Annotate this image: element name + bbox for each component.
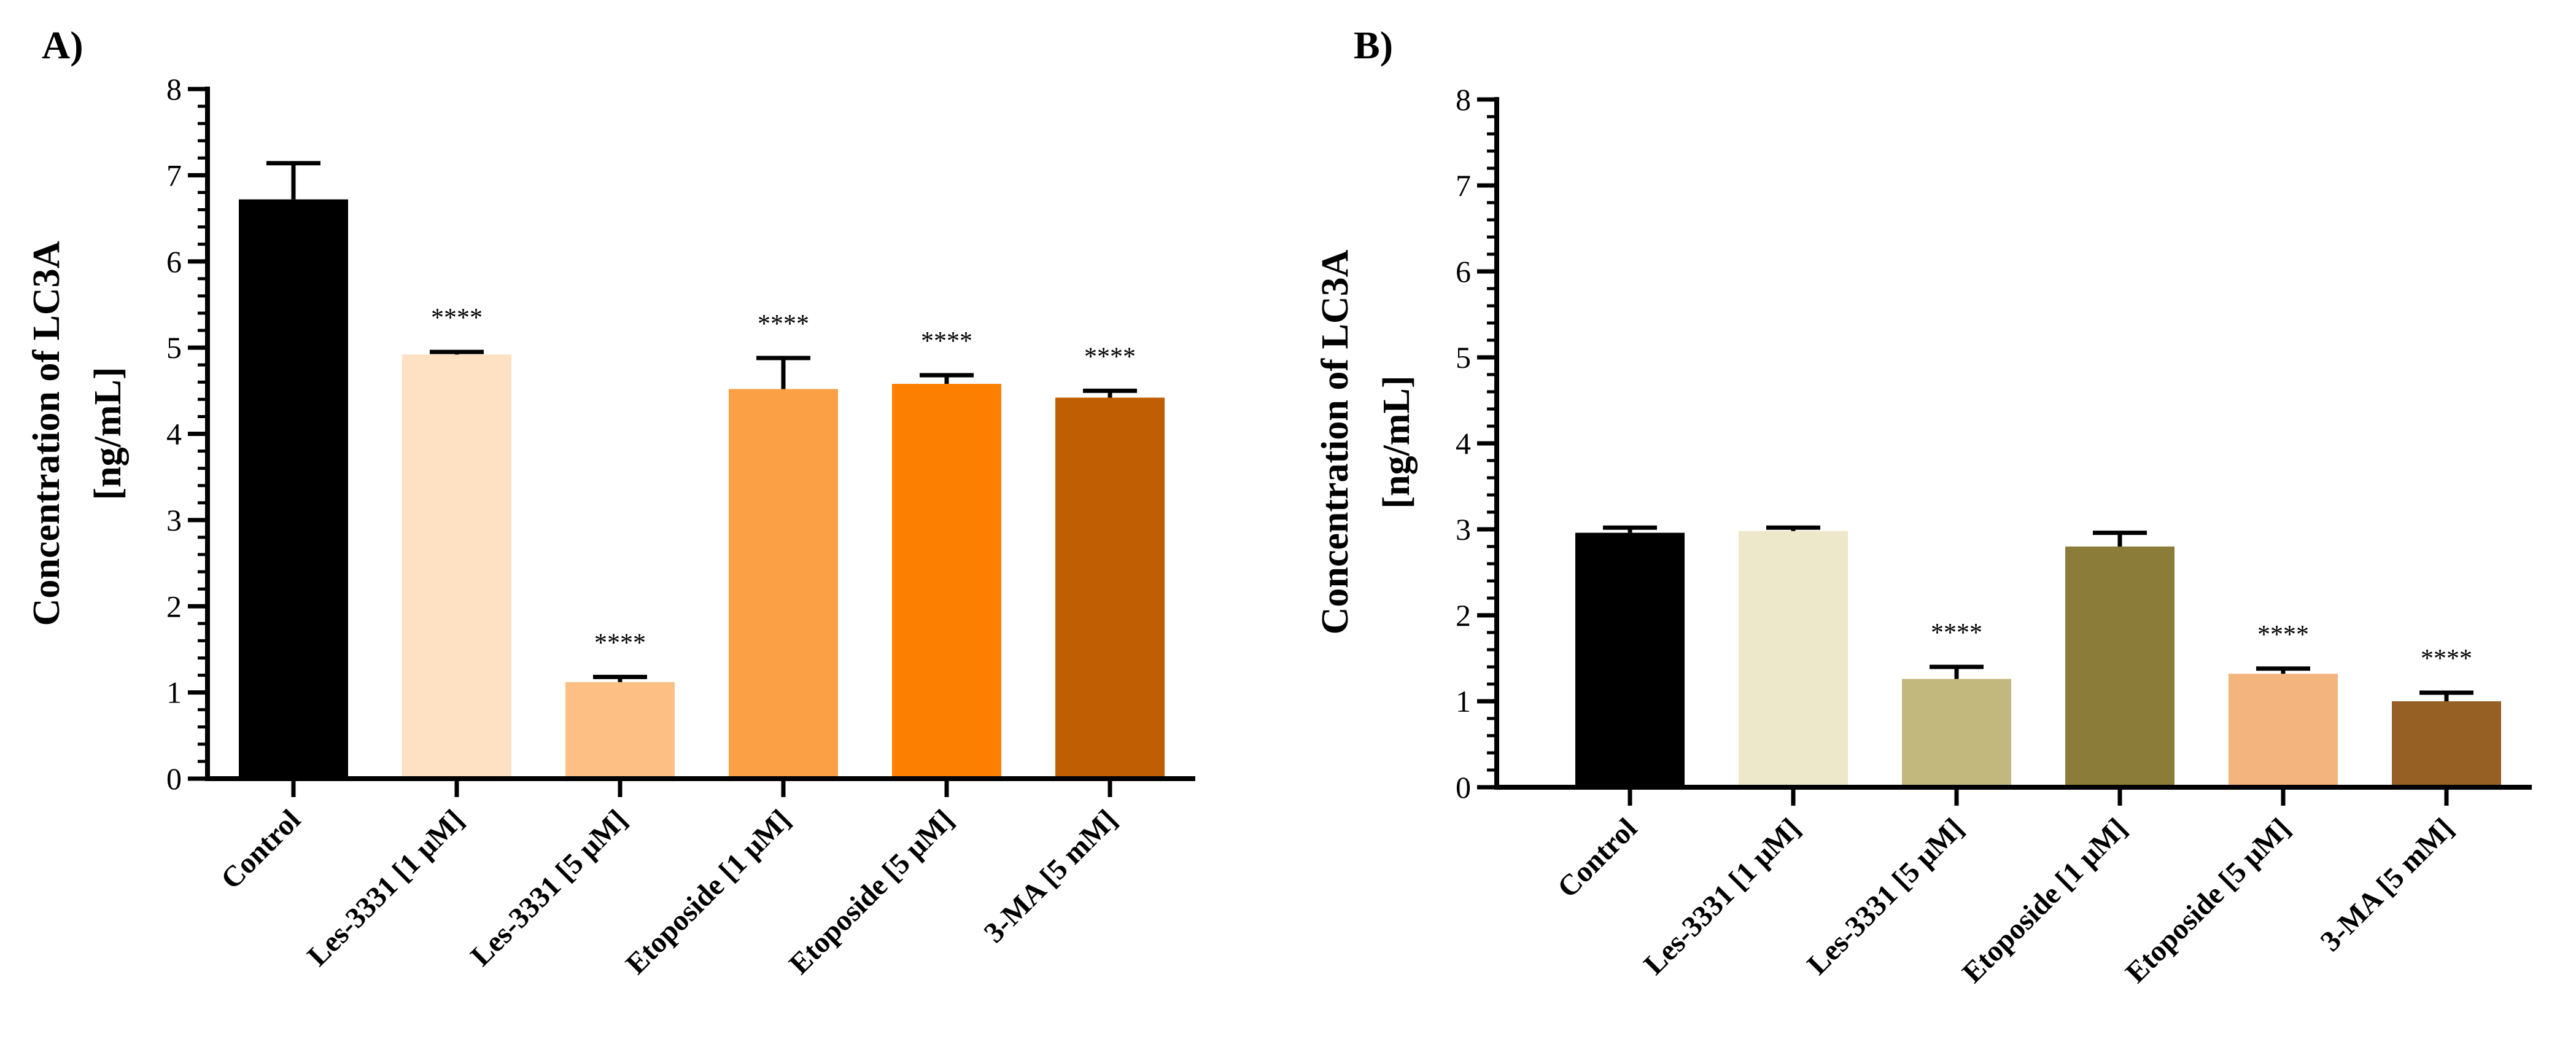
panel-b-bar-1 [1575,532,1685,787]
panel-a-y-axis-unit: [ng/mL] [87,367,129,500]
panel-b-significance-5: **** [2257,621,2309,649]
panel-a-significance-5: **** [921,327,972,356]
panel-b-bar-2 [1739,531,1848,787]
panel-b-category-label-4: Etoposide [1 μM] [1956,812,2133,989]
panel-a-y-tick-label: 3 [166,503,182,537]
panel-a-y-tick-label: 2 [166,589,182,623]
panel-b-y-tick-label: 6 [1456,254,1471,289]
panel-a-significance-2: **** [431,304,483,332]
panel-b-y-axis-title: Concentration of LC3A [1314,249,1356,634]
panel-a-bar-3 [565,682,675,779]
panel-b-y-tick-label: 5 [1456,340,1471,375]
panel-a-y-tick-label: 0 [166,761,182,796]
panel-a-category-label-3: Les-3331 [5 μM] [464,803,633,972]
panel-b-bar-4 [2065,547,2174,787]
panel-b-category-label-1: Control [1551,812,1643,904]
panel-b-label: B) [1354,23,1393,67]
panel-a-significance-4: **** [758,310,809,338]
panel-a-category-label-5: Etoposide [5 μM] [783,803,960,981]
panel-b-category-label-2: Les-3331 [1 μM] [1637,812,1806,981]
panel-a-category-label-6: 3-MA [5 mM] [977,803,1123,949]
panel-b-significance-3: **** [1931,619,1982,647]
panel-b-category-label-6: 3-MA [5 mM] [2314,812,2459,957]
panel-a-y-tick-label: 4 [166,417,182,451]
panel-a-y-tick-label: 1 [166,675,182,710]
panel-a-bar-2 [402,354,511,779]
panel-a-significance-3: **** [594,629,646,657]
panel-b-y-tick-label: 3 [1456,512,1471,547]
panel-a-y-axis-title: Concentration of LC3A [26,241,68,626]
panel-a-y-tick-label: 8 [166,72,182,106]
panel-b-bar-5 [2229,674,2338,787]
panel-b-bar-6 [2392,701,2501,787]
panel-a-bar-1 [239,199,348,779]
panel-a-chart: A) Concentration of LC3A [ng/mL] 0 1 2 3 4 5 6 7 8 C… [26,23,1195,981]
panel-a-bar-4 [729,389,838,779]
panel-a-category-label-4: Etoposide [1 μM] [619,803,797,981]
panel-a-y-tick-label: 6 [166,244,182,279]
panel-b-y-tick-label: 0 [1456,770,1471,804]
panel-a-bar-6 [1055,397,1165,779]
panel-a-significance-6: **** [1084,343,1136,371]
panel-b-y-tick-label: 8 [1456,82,1471,117]
panel-a-bar-5 [892,384,1001,779]
panel-a-y-tick-label: 7 [166,158,182,192]
panel-b-bar-3 [1902,679,2011,787]
panel-b-category-label-3: Les-3331 [5 μM] [1801,812,1969,981]
panel-b-y-tick-label: 2 [1456,598,1471,632]
panel-a-y-tick-label: 5 [166,330,182,365]
panel-b-category-label-5: Etoposide [5 μM] [2119,812,2297,989]
panel-b-y-tick-label: 7 [1456,168,1471,203]
panel-b-significance-6: **** [2421,645,2472,673]
panel-b-y-tick-label: 1 [1456,684,1471,718]
panel-b-chart: B) Concentration of LC3A [ng/mL] 0 1 2 3 4 5 6 7 8 C… [1314,23,2532,989]
panel-a-label: A) [42,23,83,67]
panel-a-category-label-2: Les-3331 [1 μM] [301,803,470,972]
panel-a-category-label-1: Control [215,803,307,895]
panel-b-y-tick-label: 4 [1456,426,1471,461]
panel-b-y-axis-unit: [ng/mL] [1376,376,1418,509]
